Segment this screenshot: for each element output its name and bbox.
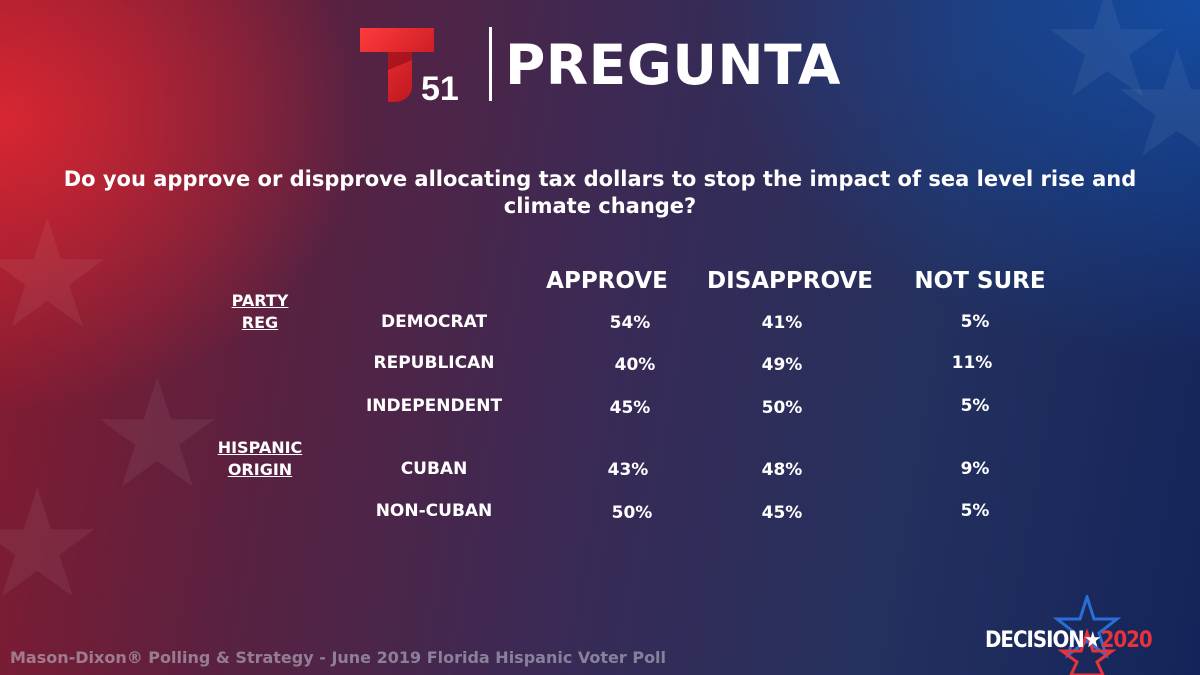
cell-approve: 54% <box>609 313 651 333</box>
group-label-line: REG <box>241 313 279 332</box>
cell-not-sure: 5% <box>960 312 990 332</box>
decision-star-outline-icon <box>1052 595 1122 675</box>
background-star-icon: ★ <box>0 188 115 362</box>
cell-not-sure: 11% <box>951 353 993 373</box>
row-label: DEMOCRAT <box>380 312 488 332</box>
cell-approve: 45% <box>609 398 651 418</box>
background-star-icon: ★ <box>1040 0 1175 132</box>
row-label: NON-CUBAN <box>375 501 493 521</box>
row-label: INDEPENDENT <box>365 396 503 416</box>
group-label-hispanic-origin: HISPANIC ORIGIN <box>200 437 320 481</box>
logo-divider <box>489 27 492 101</box>
column-header-disapprove: DISAPPROVE <box>707 268 873 294</box>
cell-approve: 50% <box>611 503 653 523</box>
cell-not-sure: 5% <box>960 501 990 521</box>
group-label-line: ORIGIN <box>227 460 293 479</box>
svg-text:51: 51 <box>421 70 459 106</box>
cell-approve: 40% <box>614 355 656 375</box>
decision-2020-logo: DECISION★2020 <box>985 595 1155 675</box>
group-label-line: HISPANIC <box>217 438 303 457</box>
page-title: PREGUNTA <box>505 33 841 97</box>
row-label: CUBAN <box>400 459 468 479</box>
decision-2020-text: DECISION★2020 <box>985 628 1153 653</box>
cell-disapprove: 41% <box>761 313 803 333</box>
group-label-party-reg: PARTY REG <box>200 290 320 334</box>
cell-disapprove: 48% <box>761 460 803 480</box>
source-footer: Mason-Dixon® Polling & Strategy - June 2… <box>10 648 667 667</box>
cell-not-sure: 9% <box>960 459 990 479</box>
background-star-icon: ★ <box>1110 18 1200 192</box>
cell-not-sure: 5% <box>960 396 990 416</box>
decision-word: DECISION <box>985 628 1085 653</box>
background-star-icon: ★ <box>0 458 105 632</box>
cell-disapprove: 50% <box>761 398 803 418</box>
group-label-line: PARTY <box>231 291 289 310</box>
cell-disapprove: 49% <box>761 355 803 375</box>
cell-disapprove: 45% <box>761 503 803 523</box>
column-header-not-sure: NOT SURE <box>914 268 1046 294</box>
decision-year: 2020 <box>1100 628 1153 653</box>
telemundo-51-logo: 51 <box>360 28 459 106</box>
poll-question: Do you approve or dispprove allocating t… <box>63 167 1137 218</box>
row-label: REPUBLICAN <box>373 353 495 373</box>
column-header-approve: APPROVE <box>546 268 668 294</box>
cell-approve: 43% <box>607 460 649 480</box>
star-icon: ★ <box>1083 628 1102 653</box>
background-star-icon: ★ <box>90 348 225 522</box>
